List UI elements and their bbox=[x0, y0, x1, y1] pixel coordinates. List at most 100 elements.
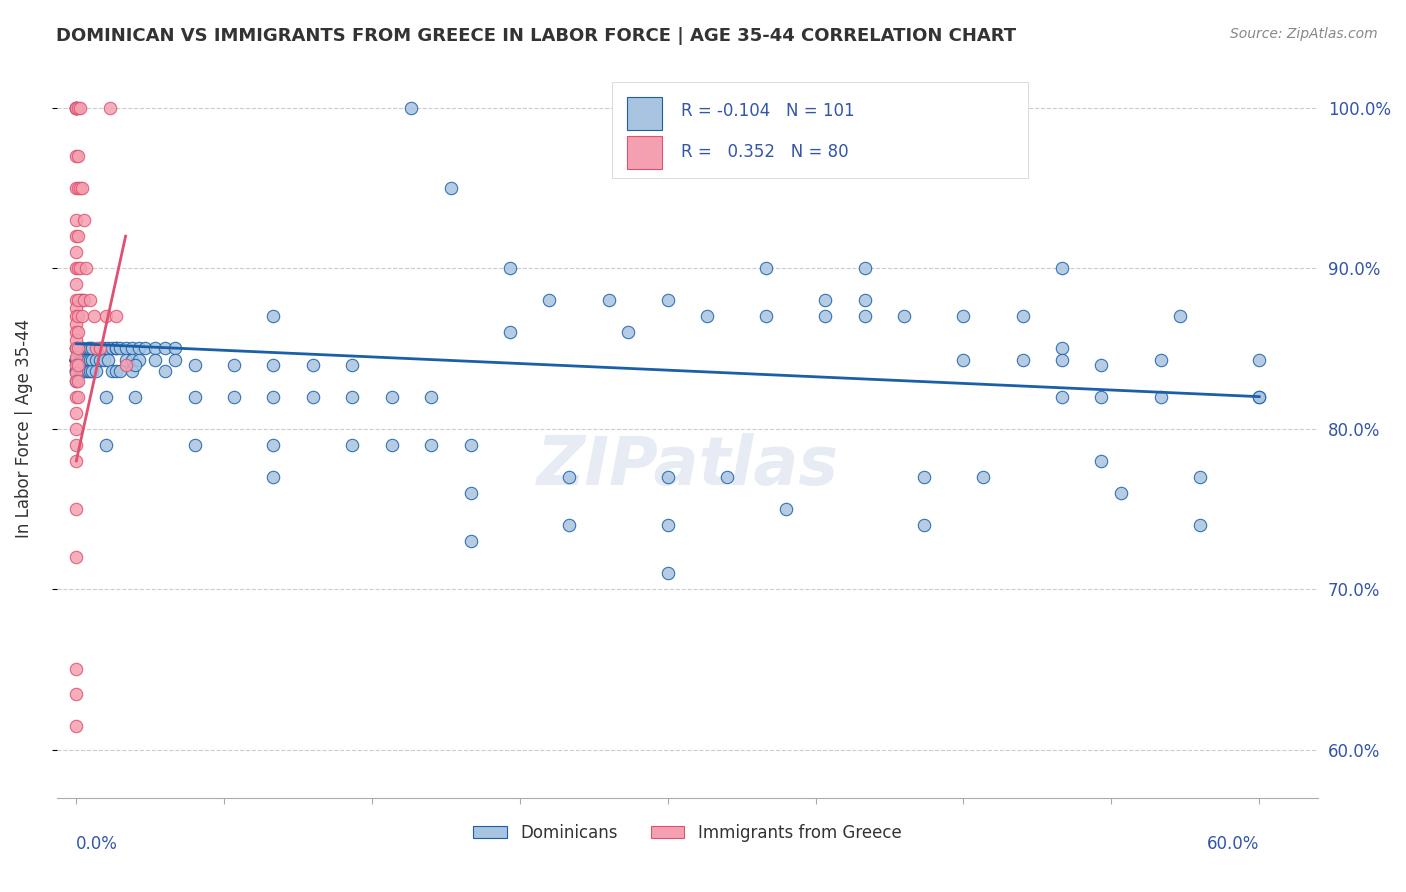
Point bbox=[69, 293, 91, 308]
Point bbox=[657, 566, 679, 581]
Point bbox=[114, 342, 136, 356]
Point bbox=[143, 352, 166, 367]
Bar bbox=[627, 136, 662, 169]
Point bbox=[65, 352, 87, 367]
Point bbox=[65, 293, 87, 308]
Point bbox=[69, 181, 91, 195]
Point bbox=[65, 352, 87, 367]
Point bbox=[67, 374, 90, 388]
Point bbox=[67, 342, 90, 356]
Point bbox=[65, 342, 87, 356]
Point bbox=[84, 352, 107, 367]
Point bbox=[79, 293, 101, 308]
Point bbox=[183, 390, 205, 404]
FancyBboxPatch shape bbox=[612, 82, 1028, 178]
Point bbox=[755, 261, 778, 276]
Point bbox=[65, 719, 87, 733]
Point bbox=[84, 342, 107, 356]
Point bbox=[79, 342, 101, 356]
Text: Source: ZipAtlas.com: Source: ZipAtlas.com bbox=[1230, 27, 1378, 41]
Point bbox=[93, 352, 115, 367]
Point bbox=[65, 334, 87, 348]
Point bbox=[69, 352, 91, 367]
Point bbox=[598, 293, 620, 308]
Point bbox=[65, 229, 87, 244]
Point bbox=[853, 261, 876, 276]
Point bbox=[1168, 310, 1191, 324]
Point bbox=[82, 364, 104, 378]
Point bbox=[1149, 352, 1171, 367]
Point bbox=[716, 470, 738, 484]
Point bbox=[69, 261, 91, 276]
Point bbox=[69, 352, 91, 367]
Point bbox=[65, 149, 87, 163]
Point bbox=[853, 293, 876, 308]
Point bbox=[65, 663, 87, 677]
Point bbox=[65, 326, 87, 340]
Point bbox=[77, 352, 100, 367]
Point bbox=[420, 438, 443, 452]
Point bbox=[499, 326, 522, 340]
Point bbox=[89, 342, 111, 356]
Text: DOMINICAN VS IMMIGRANTS FROM GREECE IN LABOR FORCE | AGE 35-44 CORRELATION CHART: DOMINICAN VS IMMIGRANTS FROM GREECE IN L… bbox=[56, 27, 1017, 45]
Point bbox=[499, 261, 522, 276]
Point bbox=[75, 261, 97, 276]
Point bbox=[65, 261, 87, 276]
Point bbox=[67, 229, 90, 244]
Point bbox=[124, 358, 146, 372]
Point bbox=[69, 364, 91, 378]
Point bbox=[222, 390, 245, 404]
Point bbox=[381, 390, 404, 404]
Y-axis label: In Labor Force | Age 35-44: In Labor Force | Age 35-44 bbox=[15, 319, 32, 538]
Point bbox=[67, 390, 90, 404]
Point bbox=[1188, 518, 1211, 533]
Point bbox=[65, 310, 87, 324]
Text: R =   0.352   N = 80: R = 0.352 N = 80 bbox=[681, 143, 849, 161]
Point bbox=[75, 364, 97, 378]
Point bbox=[657, 293, 679, 308]
Point bbox=[1188, 470, 1211, 484]
Point bbox=[104, 342, 127, 356]
Point bbox=[262, 358, 284, 372]
Point bbox=[262, 390, 284, 404]
Text: 60.0%: 60.0% bbox=[1206, 835, 1260, 853]
Point bbox=[84, 364, 107, 378]
Point bbox=[558, 470, 581, 484]
Point bbox=[65, 101, 87, 115]
Point bbox=[67, 358, 90, 372]
Bar bbox=[627, 96, 662, 129]
Point bbox=[73, 364, 96, 378]
Point bbox=[98, 101, 121, 115]
Point bbox=[70, 181, 93, 195]
Point bbox=[302, 358, 325, 372]
Point bbox=[65, 101, 87, 115]
Point bbox=[912, 518, 935, 533]
Point bbox=[912, 470, 935, 484]
Point bbox=[65, 318, 87, 332]
Point bbox=[65, 366, 87, 380]
Point bbox=[89, 342, 111, 356]
Point bbox=[657, 518, 679, 533]
Point bbox=[73, 293, 96, 308]
Point bbox=[65, 350, 87, 364]
Point bbox=[1050, 342, 1073, 356]
Point bbox=[67, 293, 90, 308]
Point bbox=[1011, 310, 1033, 324]
Point bbox=[952, 310, 974, 324]
Point bbox=[75, 352, 97, 367]
Point bbox=[73, 352, 96, 367]
Point bbox=[440, 181, 463, 195]
Point bbox=[70, 352, 93, 367]
Point bbox=[70, 293, 93, 308]
Point bbox=[65, 352, 87, 367]
Point bbox=[101, 364, 124, 378]
Legend: Dominicans, Immigrants from Greece: Dominicans, Immigrants from Greece bbox=[467, 817, 908, 848]
Point bbox=[108, 342, 131, 356]
Point bbox=[262, 310, 284, 324]
Point bbox=[79, 352, 101, 367]
Point bbox=[65, 245, 87, 260]
Point bbox=[558, 518, 581, 533]
Point bbox=[121, 364, 143, 378]
Point bbox=[67, 261, 90, 276]
Point bbox=[121, 352, 143, 367]
